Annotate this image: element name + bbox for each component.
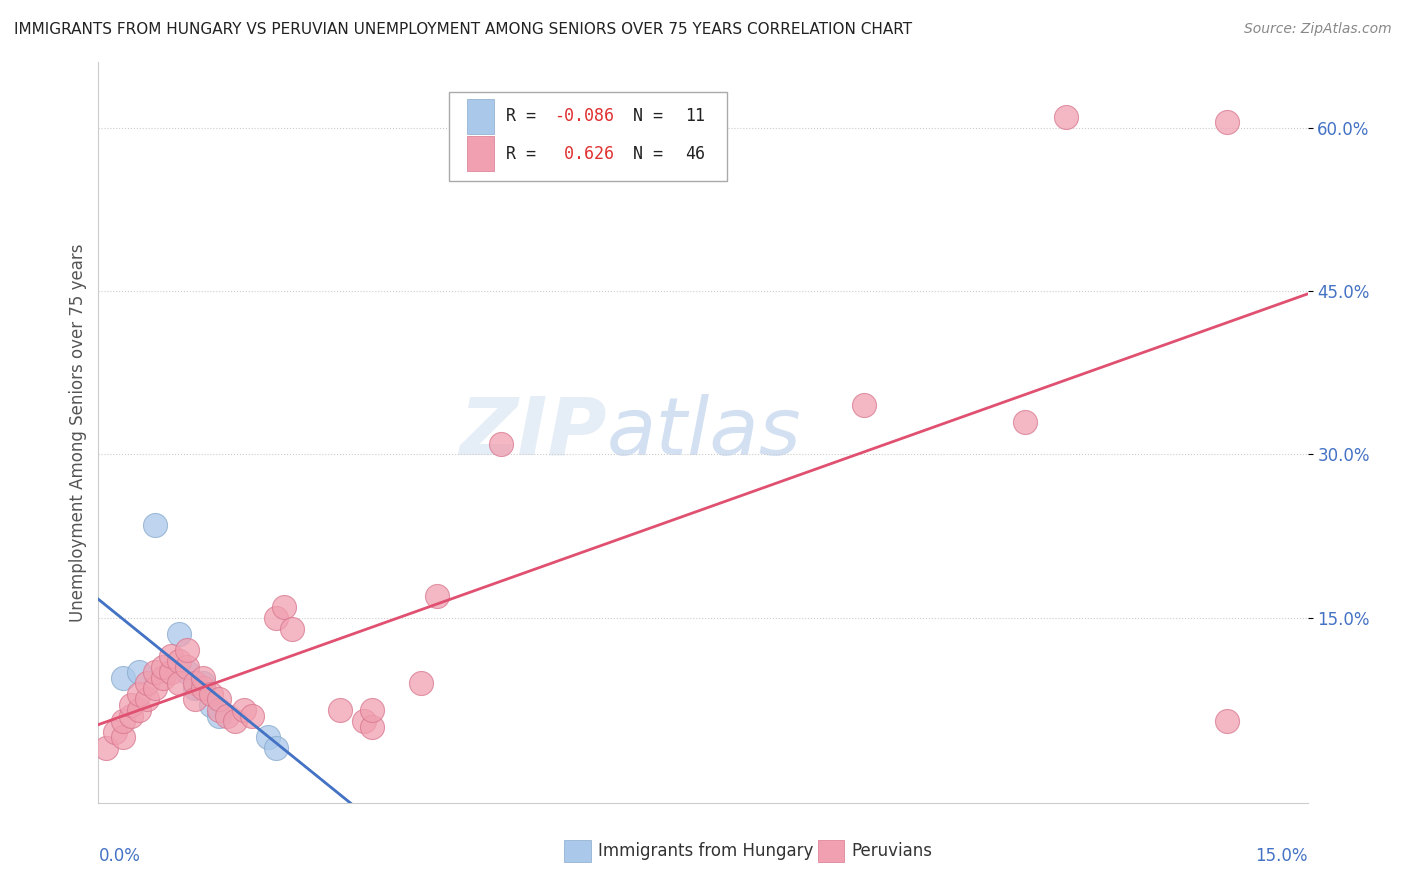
Point xyxy=(128,665,150,680)
Point xyxy=(143,665,166,680)
Point xyxy=(426,589,449,603)
Point xyxy=(240,708,263,723)
Point xyxy=(208,692,231,706)
Point xyxy=(193,681,215,696)
Point xyxy=(160,665,183,680)
Point xyxy=(361,703,384,717)
Text: 0.0%: 0.0% xyxy=(98,847,141,865)
Point xyxy=(200,687,222,701)
FancyBboxPatch shape xyxy=(818,840,845,862)
Point xyxy=(120,708,142,723)
Point xyxy=(128,703,150,717)
Point xyxy=(208,703,231,717)
Text: R =: R = xyxy=(506,108,546,126)
Point xyxy=(1216,714,1239,728)
Text: IMMIGRANTS FROM HUNGARY VS PERUVIAN UNEMPLOYMENT AMONG SENIORS OVER 75 YEARS COR: IMMIGRANTS FROM HUNGARY VS PERUVIAN UNEM… xyxy=(14,22,912,37)
Point xyxy=(111,731,134,745)
Point xyxy=(111,671,134,685)
FancyBboxPatch shape xyxy=(449,92,727,181)
Point xyxy=(184,681,207,696)
Text: N =: N = xyxy=(633,145,673,162)
Point xyxy=(200,698,222,712)
Point xyxy=(491,436,513,450)
FancyBboxPatch shape xyxy=(467,99,494,135)
Point xyxy=(353,714,375,728)
Point xyxy=(193,676,215,690)
FancyBboxPatch shape xyxy=(467,136,494,171)
Point xyxy=(184,692,207,706)
Point xyxy=(264,611,287,625)
Point xyxy=(409,676,432,690)
Point xyxy=(176,643,198,657)
Point xyxy=(184,676,207,690)
Text: ZIP: ZIP xyxy=(458,393,606,472)
Text: -0.086: -0.086 xyxy=(554,108,614,126)
Point xyxy=(152,659,174,673)
Point xyxy=(361,720,384,734)
Text: N =: N = xyxy=(633,108,673,126)
Point xyxy=(96,741,118,756)
Point xyxy=(135,692,157,706)
Text: 15.0%: 15.0% xyxy=(1256,847,1308,865)
Text: 46: 46 xyxy=(685,145,704,162)
Point xyxy=(167,676,190,690)
Text: Source: ZipAtlas.com: Source: ZipAtlas.com xyxy=(1244,22,1392,37)
Point xyxy=(1014,415,1036,429)
Text: R =: R = xyxy=(506,145,546,162)
Point xyxy=(160,648,183,663)
Y-axis label: Unemployment Among Seniors over 75 years: Unemployment Among Seniors over 75 years xyxy=(69,244,87,622)
Point xyxy=(256,731,278,745)
Point xyxy=(103,725,125,739)
Point xyxy=(176,659,198,673)
Point xyxy=(208,708,231,723)
Point xyxy=(217,708,239,723)
Text: Immigrants from Hungary: Immigrants from Hungary xyxy=(598,842,813,860)
Point xyxy=(1216,115,1239,129)
Point xyxy=(853,398,876,412)
Point xyxy=(264,741,287,756)
Point xyxy=(176,665,198,680)
Text: atlas: atlas xyxy=(606,393,801,472)
Point xyxy=(193,671,215,685)
Point xyxy=(273,599,295,614)
Point xyxy=(232,703,254,717)
Point xyxy=(135,676,157,690)
Point xyxy=(224,714,246,728)
Point xyxy=(329,703,352,717)
Text: 11: 11 xyxy=(685,108,704,126)
Point xyxy=(120,698,142,712)
Point xyxy=(128,687,150,701)
FancyBboxPatch shape xyxy=(564,840,591,862)
Point xyxy=(111,714,134,728)
Point xyxy=(167,654,190,668)
Point xyxy=(167,627,190,641)
Point xyxy=(143,518,166,533)
Text: Peruvians: Peruvians xyxy=(852,842,932,860)
Point xyxy=(152,671,174,685)
Point xyxy=(143,681,166,696)
Text: 0.626: 0.626 xyxy=(554,145,614,162)
Point xyxy=(1054,110,1077,124)
Point xyxy=(281,622,304,636)
